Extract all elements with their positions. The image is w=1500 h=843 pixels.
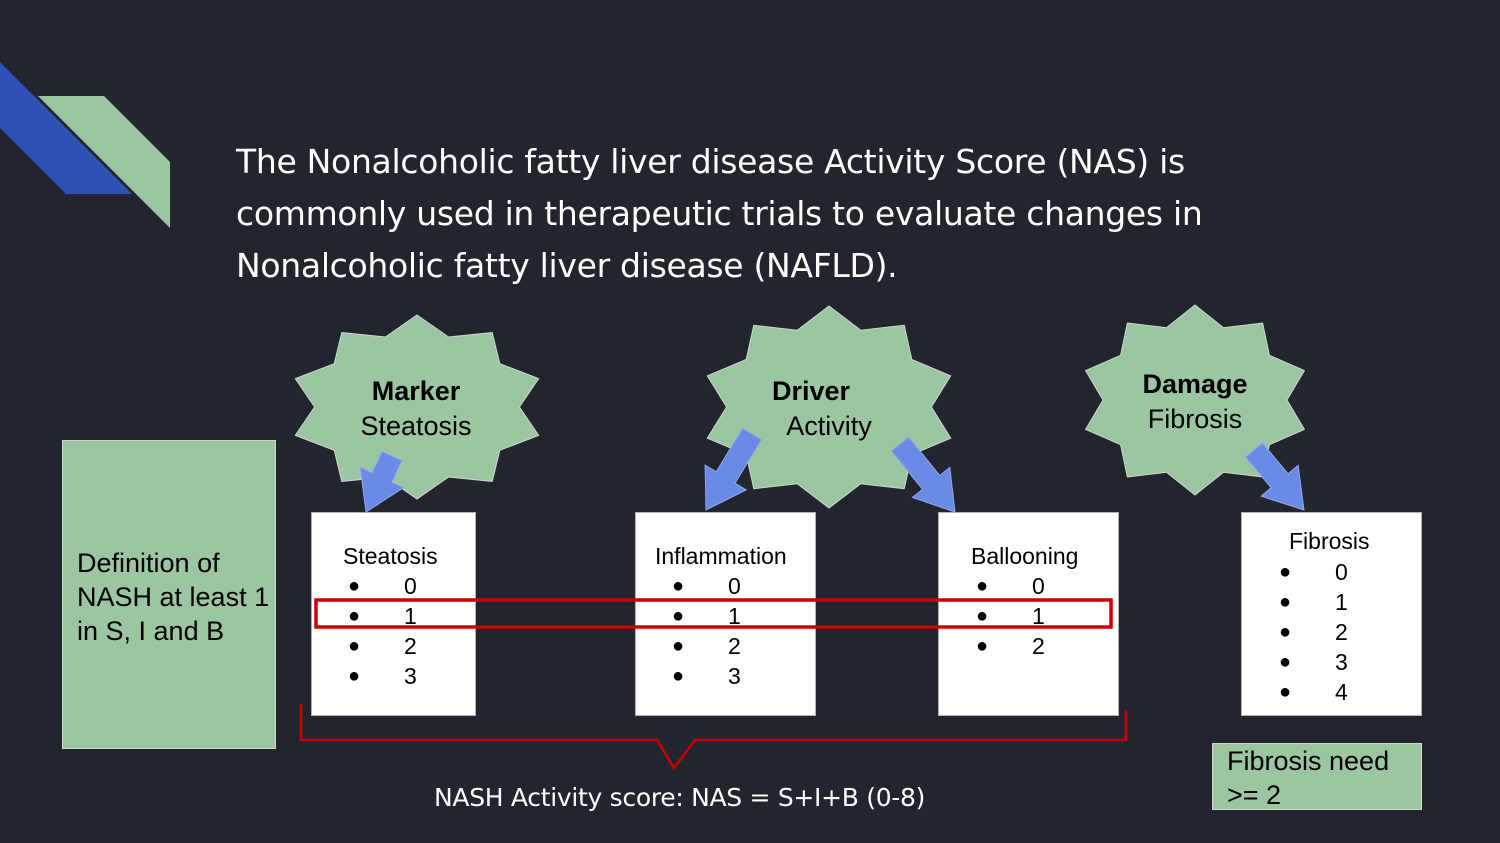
bullet-value: 0 — [1032, 573, 1045, 599]
bullet-value: 3 — [404, 663, 417, 689]
inflammation-box: Inflammation ● 0 ● 1 ● 2 ● 3 — [635, 512, 816, 716]
definition-text: Definition of NASH at least 1 in S, I an… — [77, 548, 270, 646]
bullet-value: 3 — [728, 663, 741, 689]
bullet-dot: ● — [348, 605, 361, 627]
marker-sub: Steatosis — [360, 411, 472, 441]
bullet-value: 2 — [404, 633, 417, 659]
driver-sub: Activity — [786, 411, 872, 441]
fibrosis-note-text: Fibrosis need >= 2 — [1227, 746, 1390, 810]
fibrosis-title: Fibrosis — [1289, 528, 1370, 554]
bullet-value: 4 — [1335, 679, 1348, 705]
marker-heading: Marker — [371, 376, 461, 406]
damage-burst — [1084, 304, 1306, 496]
damage-sub: Fibrosis — [1147, 404, 1243, 434]
ballooning-title: Ballooning — [971, 543, 1079, 569]
steatosis-box: Steatosis ● 0 ● 1 ● 2 ● 3 — [311, 512, 476, 716]
bullet-dot: ● — [348, 575, 361, 597]
damage-heading: Damage — [1142, 369, 1248, 399]
definition-box: Definition of NASH at least 1 in S, I an… — [62, 440, 276, 749]
bullet-value: 0 — [728, 573, 741, 599]
bullet-dot: ● — [672, 665, 685, 687]
deco-green-stripe — [38, 96, 170, 228]
bullet-value: 1 — [404, 603, 417, 629]
bullet-dot: ● — [1279, 681, 1292, 703]
bullet-value: 3 — [1335, 649, 1348, 675]
corner-decoration — [0, 62, 170, 228]
bullet-dot: ● — [672, 605, 685, 627]
fibrosis-box: Fibrosis ● 0 ● 1 ● 2 ● 3 ● 4 — [1241, 512, 1422, 716]
bullet-dot: ● — [672, 635, 685, 657]
arrow-damage-to-fibrosis — [1244, 442, 1305, 511]
steatosis-title: Steatosis — [343, 543, 438, 569]
bullet-value: 2 — [728, 633, 741, 659]
bullet-dot: ● — [976, 635, 989, 657]
bullet-value: 1 — [728, 603, 741, 629]
inflammation-title: Inflammation — [655, 543, 787, 569]
arrow-driver-to-ballooning — [890, 436, 956, 513]
bullet-dot: ● — [348, 635, 361, 657]
highlight-rect — [314, 598, 1113, 629]
slide-title: The Nonalcoholic fatty liver disease Act… — [236, 142, 1203, 285]
bullet-value: 0 — [404, 573, 417, 599]
deco-blue-stripe — [0, 62, 132, 194]
bullet-value: 2 — [1032, 633, 1045, 659]
bullet-dot: ● — [976, 575, 989, 597]
arrow-marker-to-steatosis — [359, 450, 405, 513]
bullet-dot: ● — [1279, 651, 1292, 673]
bullet-dot: ● — [672, 575, 685, 597]
marker-burst — [294, 314, 540, 500]
bullet-value: 1 — [1032, 603, 1045, 629]
bullet-value: 2 — [1335, 619, 1348, 645]
nas-formula: NASH Activity score: NAS = S+I+B (0-8) — [434, 783, 926, 812]
bullet-dot: ● — [348, 665, 361, 687]
fibrosis-note-box: Fibrosis need >= 2 — [1212, 743, 1422, 810]
bullet-dot: ● — [976, 605, 989, 627]
bullet-value: 1 — [1335, 589, 1348, 615]
driver-burst — [706, 305, 952, 509]
bullet-value: 0 — [1335, 559, 1348, 585]
ballooning-box: Ballooning ● 0 ● 1 ● 2 — [938, 512, 1119, 716]
nas-bracket — [299, 704, 1128, 771]
driver-heading: Driver — [771, 376, 851, 406]
marker-burst-label: Marker Steatosis — [316, 374, 516, 444]
bullet-dot: ● — [1279, 621, 1292, 643]
driver-burst-label: Driver Activity — [720, 374, 920, 444]
damage-burst-label: Damage Fibrosis — [1095, 367, 1295, 437]
arrow-driver-to-inflammation — [704, 427, 763, 511]
bullet-dot: ● — [1279, 591, 1292, 613]
bullet-dot: ● — [1279, 561, 1292, 583]
